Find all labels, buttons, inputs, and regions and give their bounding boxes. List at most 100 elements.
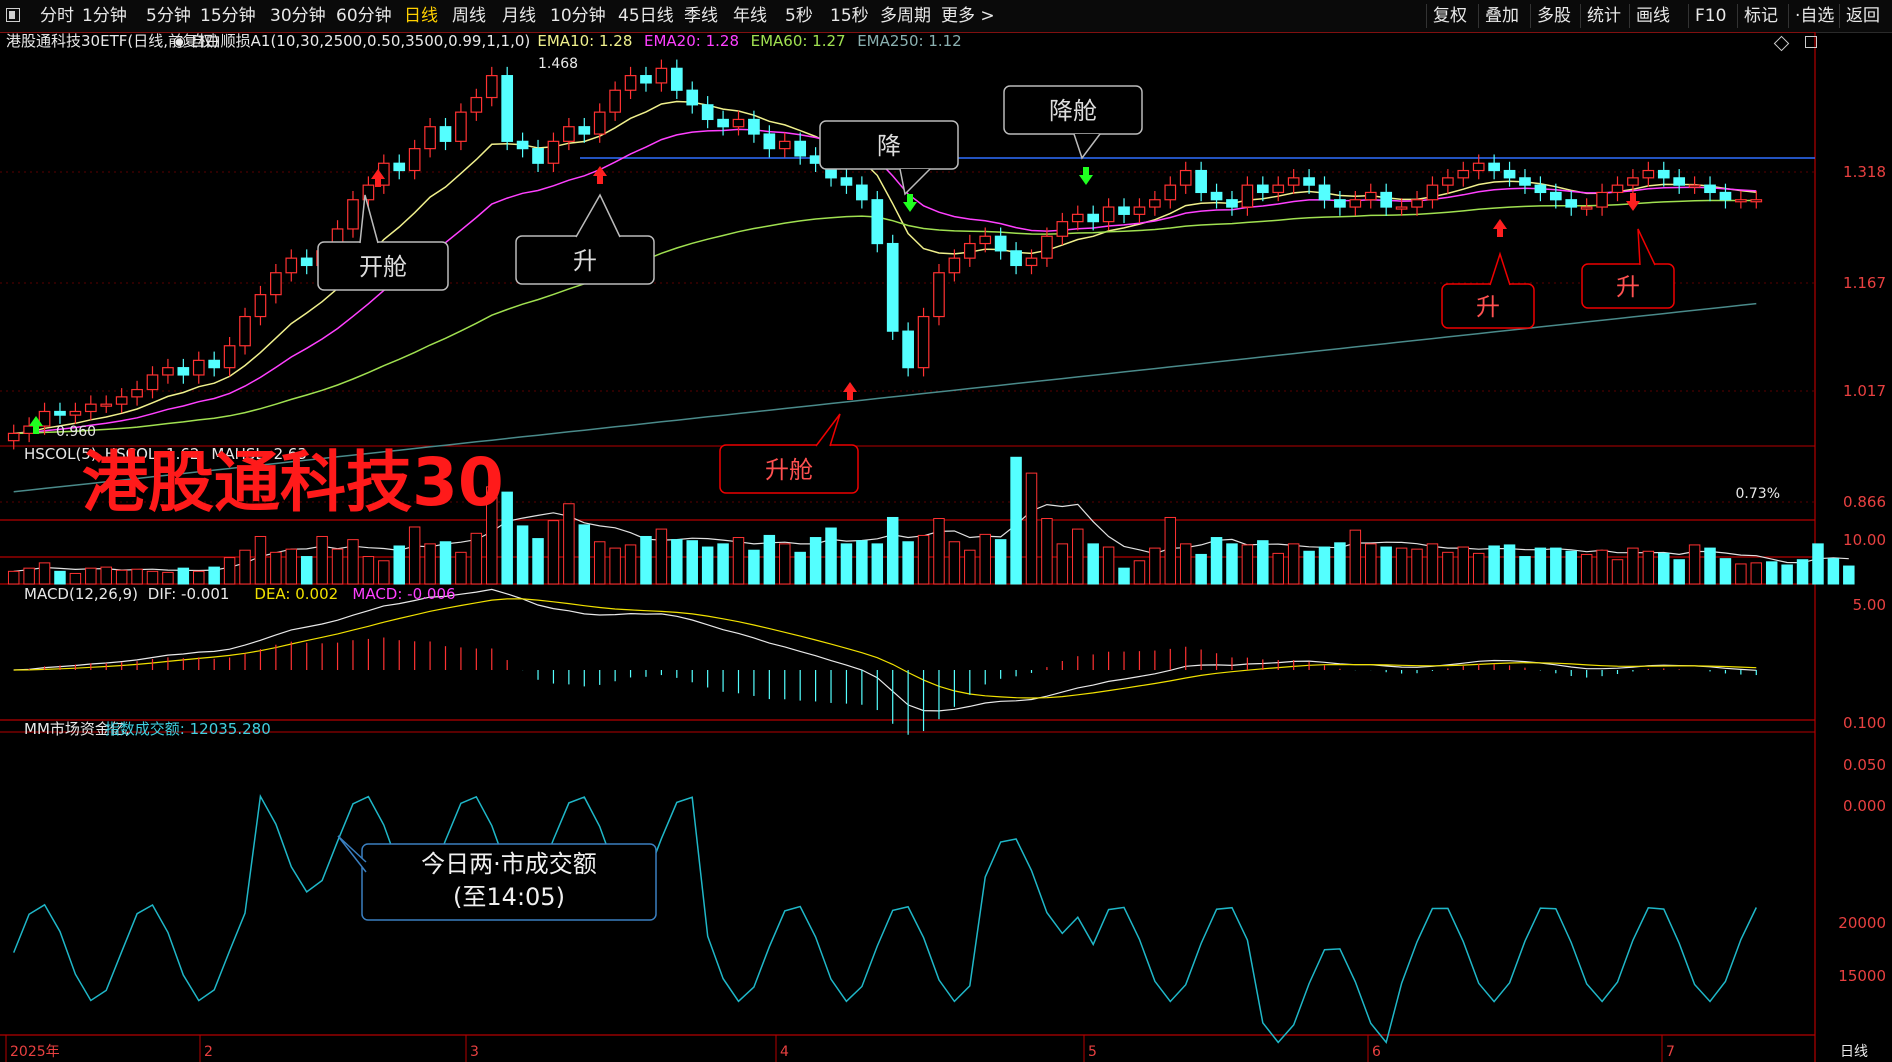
candle-body xyxy=(223,345,236,369)
volume-bar xyxy=(655,528,668,585)
macd-header-2: DEA: 0.002 xyxy=(254,585,338,603)
volume-bar xyxy=(547,520,560,585)
volume-bar xyxy=(640,535,652,585)
candle-body xyxy=(38,410,51,427)
buy-arrow xyxy=(1493,219,1507,229)
volume-bar xyxy=(316,535,328,585)
candle-body xyxy=(1657,169,1670,179)
volume-bar xyxy=(285,548,298,585)
candle-body xyxy=(563,126,575,142)
period-tab-13[interactable]: 5秒 xyxy=(785,6,813,26)
candle-body xyxy=(1041,235,1053,259)
period-tab-16[interactable]: 更多 > xyxy=(941,6,995,26)
period-tab-5[interactable]: 60分钟 xyxy=(336,6,392,26)
period-tab-12[interactable]: 年线 xyxy=(733,6,767,26)
candle-body xyxy=(1704,184,1716,194)
volume-bar xyxy=(532,538,544,585)
volume-bar xyxy=(347,539,359,585)
period-tab-7[interactable]: 周线 xyxy=(452,6,486,26)
volume-bar xyxy=(146,570,159,585)
volume-bar xyxy=(609,547,621,585)
volume-bar xyxy=(732,537,745,585)
candle-body xyxy=(208,359,221,369)
toolbar-button-8[interactable]: 返回 xyxy=(1846,6,1880,26)
candle-body xyxy=(640,75,652,84)
period-tab-14[interactable]: 15秒 xyxy=(830,6,869,26)
toolbar-button-0[interactable]: 复权 xyxy=(1433,6,1467,26)
toolbar-button-2[interactable]: 多股 xyxy=(1537,6,1571,26)
buy-arrow xyxy=(371,169,385,179)
candle-body xyxy=(162,367,174,376)
price-tick-1: 1.167 xyxy=(1843,274,1886,292)
toolbar-button-4[interactable]: 画线 xyxy=(1636,6,1670,26)
volume-bar xyxy=(300,556,313,585)
volume-tick-1: 5.00 xyxy=(1853,596,1886,614)
toolbar-button-6[interactable]: 标记 xyxy=(1744,6,1778,26)
candle-body xyxy=(69,410,82,416)
period-tab-2[interactable]: 5分钟 xyxy=(146,6,191,26)
toolbar-button-3[interactable]: 统计 xyxy=(1587,6,1621,26)
toolbar-button-1[interactable]: 叠加 xyxy=(1485,6,1519,26)
side-panel-icon[interactable] xyxy=(1805,36,1817,48)
period-tab-8[interactable]: 月线 xyxy=(502,6,536,26)
candle-body xyxy=(485,75,498,99)
period-tab-3[interactable]: 15分钟 xyxy=(200,6,256,26)
volume-bar xyxy=(994,539,1007,585)
candle-body xyxy=(1457,169,1470,179)
month-label-2: 3 xyxy=(470,1044,479,1060)
labels-layer: 港股通科技30ETF(日线,前复权)◉ 自由顺损A1(10,30,2500,0.… xyxy=(6,32,1886,1060)
candle-body xyxy=(778,140,791,150)
volume-bar xyxy=(563,503,575,585)
period-tab-15[interactable]: 多周期 xyxy=(880,6,931,26)
period-tab-1[interactable]: 1分钟 xyxy=(82,6,127,26)
volume-bar xyxy=(748,549,760,585)
volume-bar xyxy=(1241,544,1254,585)
main-header-4: EMA60: 1.27 xyxy=(751,32,846,50)
volume-bar xyxy=(1380,546,1392,585)
stock-chart[interactable]: 港股通科技30ETF(日线,前复权)◉ 自由顺损A1(10,30,2500,0.… xyxy=(0,32,1892,1062)
volume-bar xyxy=(825,527,837,585)
buy-arrow-stem xyxy=(1630,193,1636,201)
candle-body xyxy=(115,396,128,405)
price-tick-2: 1.017 xyxy=(1843,382,1886,400)
candle-body xyxy=(1565,199,1578,208)
candle-body xyxy=(1318,184,1331,201)
period-tab-9[interactable]: 10分钟 xyxy=(550,6,606,26)
toolbar-button-7[interactable]: ·自选 xyxy=(1795,6,1835,26)
period-tab-4[interactable]: 30分钟 xyxy=(270,6,326,26)
candle-body xyxy=(1133,206,1146,215)
volume-bar xyxy=(1133,560,1146,585)
candle-body xyxy=(1673,177,1686,186)
volume-bar xyxy=(1087,543,1099,585)
volume-bar xyxy=(408,526,421,585)
candle-body xyxy=(1149,199,1161,208)
volume-bar xyxy=(516,525,529,585)
low-price-label: 0.960 xyxy=(56,424,96,440)
callout-open-box xyxy=(317,241,449,291)
candle-body xyxy=(1087,213,1100,223)
period-tab-11[interactable]: 季线 xyxy=(684,6,718,26)
callout-reduce-label: 降舱 xyxy=(1049,97,1097,125)
candle-body xyxy=(655,67,668,84)
candle-body xyxy=(1272,184,1285,194)
toolbar-button-5[interactable]: F10 xyxy=(1695,6,1727,26)
macd-header-0: MACD(12,26,9) xyxy=(24,585,138,603)
candle-body xyxy=(455,111,467,142)
volume-bar xyxy=(624,544,637,585)
candle-body xyxy=(624,75,637,91)
volume-bar xyxy=(809,537,822,585)
volume-bar xyxy=(69,572,82,585)
volume-bar xyxy=(177,567,190,585)
period-tab-0[interactable]: 分时 xyxy=(40,6,74,26)
candle-body xyxy=(100,403,113,407)
candle-body xyxy=(1627,177,1639,186)
volume-bar xyxy=(1056,543,1069,585)
period-tab-10[interactable]: 45日线 xyxy=(618,6,674,26)
period-tab-6[interactable]: 日线 xyxy=(404,6,438,26)
month-label-4: 5 xyxy=(1088,1044,1097,1060)
volume-bar xyxy=(193,570,205,585)
candle-body xyxy=(1010,250,1022,267)
period-toolbar: 分时 1分钟 5分钟 15分钟 30分钟 60分钟 日线 周线 月线 10分钟 45日线 季线 年线 5秒… xyxy=(0,0,1892,33)
panel-toggle-icon[interactable] xyxy=(6,8,20,22)
period-label: 日线 xyxy=(1840,1044,1868,1060)
